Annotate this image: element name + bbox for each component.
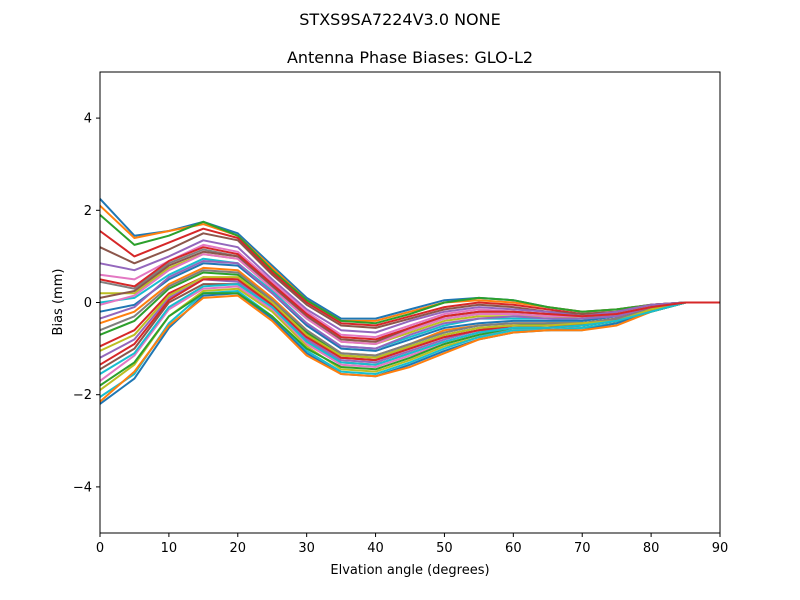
x-tick-label: 60 <box>505 541 522 556</box>
series-line-s6 <box>99 239 720 334</box>
series-line-s27 <box>99 269 720 357</box>
series-lines <box>99 198 720 405</box>
x-axis-ticks: 0 10 20 30 40 50 60 70 80 90 <box>96 533 728 556</box>
y-tick-label: −2 <box>73 388 92 403</box>
x-tick-label: 50 <box>436 541 453 556</box>
x-tick-label: 70 <box>574 541 591 556</box>
series-line-s30 <box>99 246 720 341</box>
chart-title: Antenna Phase Biases: GLO-L2 <box>286 48 534 67</box>
x-tick-label: 80 <box>643 541 660 556</box>
series-line-s24 <box>99 260 720 350</box>
x-tick-label: 30 <box>298 541 315 556</box>
x-tick-label: 40 <box>367 541 384 556</box>
x-tick-label: 20 <box>230 541 247 556</box>
y-tick-label: 0 <box>84 296 92 311</box>
series-line-s29 <box>99 283 720 375</box>
y-tick-label: −4 <box>73 480 92 495</box>
y-axis-ticks: −4 −2 0 2 4 <box>73 112 100 495</box>
figure-suptitle: STXS9SA7224V3.0 NONE <box>299 10 501 29</box>
series-line-s21 <box>99 294 720 403</box>
series-line-s3 <box>99 214 720 325</box>
series-line-s20 <box>99 292 720 405</box>
y-tick-label: 4 <box>84 112 92 127</box>
y-tick-label: 2 <box>84 204 92 219</box>
x-tick-label: 90 <box>712 541 729 556</box>
x-tick-label: 10 <box>161 541 178 556</box>
x-axis-label: Elvation angle (degrees) <box>330 563 489 578</box>
y-axis-label: Bias (mm) <box>51 269 66 336</box>
x-tick-label: 0 <box>96 541 104 556</box>
